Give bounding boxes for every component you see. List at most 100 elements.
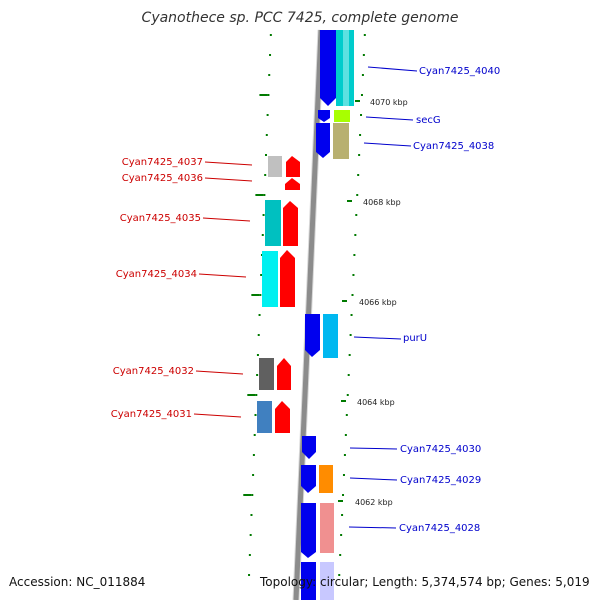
scale-tick (339, 554, 342, 556)
scale-tick (259, 94, 268, 96)
scale-tick (360, 114, 363, 116)
leader-line (349, 477, 398, 481)
gene-box-4031[interactable] (257, 401, 272, 433)
scale-tick (260, 274, 263, 276)
scale-tick (264, 174, 267, 176)
scale-tick (263, 194, 266, 196)
gene-arrow-4029[interactable] (301, 465, 316, 493)
kbp-tick (355, 100, 360, 102)
gene-box-4038[interactable] (333, 123, 349, 159)
leader-line (195, 370, 244, 375)
scale-tick (350, 314, 353, 316)
scale-tick (358, 154, 361, 156)
kbp-label: 4070 kbp (370, 98, 408, 107)
scale-tick (264, 154, 267, 156)
scale-tick (255, 194, 264, 196)
gene-label-purU[interactable]: purU (403, 333, 427, 344)
kbp-tick (341, 400, 346, 402)
scale-tick (338, 574, 341, 576)
gene-label-4037[interactable]: Cyan7425_4037 (122, 157, 203, 168)
gene-label-4035[interactable]: Cyan7425_4035 (120, 213, 201, 224)
leader-line (349, 447, 398, 450)
scale-tick (248, 554, 251, 556)
scale-tick (361, 74, 364, 76)
scale-tick (352, 274, 355, 276)
gene-label-4038[interactable]: Cyan7425_4038 (413, 141, 494, 152)
scale-tick (355, 214, 358, 216)
gene-box-purU[interactable] (323, 314, 338, 358)
scale-tick (249, 534, 252, 536)
gene-label-4029[interactable]: Cyan7425_4029 (400, 475, 481, 486)
gene-arrow-secG[interactable] (318, 110, 330, 122)
scale-tick (251, 494, 254, 496)
kbp-tick (338, 500, 343, 502)
kbp-label: 4068 kbp (363, 198, 401, 207)
gene-label-secG[interactable]: secG (416, 115, 441, 126)
gene-box-secG[interactable] (334, 110, 350, 122)
scale-tick (254, 414, 257, 416)
scale-tick (346, 394, 349, 396)
gene-box-4028[interactable] (320, 503, 334, 553)
leader-line (193, 413, 242, 418)
leader-line (365, 116, 414, 121)
gene-label-4034[interactable]: Cyan7425_4034 (116, 269, 197, 280)
scale-tick (348, 354, 351, 356)
gene-label-4040[interactable]: Cyan7425_4040 (419, 66, 500, 77)
scale-tick (250, 514, 253, 516)
gene-arrow-bottom[interactable] (301, 562, 316, 600)
leader-line (198, 273, 247, 278)
scale-tick (351, 294, 354, 296)
scale-ticks (243, 34, 366, 576)
scale-tick (363, 34, 366, 36)
scale-tick (359, 134, 362, 136)
scale-tick (347, 374, 350, 376)
gene-arrow-purU[interactable] (305, 314, 320, 357)
gene-arrow-4036[interactable] (285, 178, 300, 190)
scale-tick (354, 234, 357, 236)
scale-tick (261, 234, 264, 236)
gene-arrow-4034[interactable] (280, 250, 295, 307)
leader-line (204, 161, 253, 166)
scale-tick (243, 494, 252, 496)
gene-label-4030[interactable]: Cyan7425_4030 (400, 444, 481, 455)
scale-tick (349, 334, 352, 336)
gene-label-4036[interactable]: Cyan7425_4036 (122, 173, 203, 184)
gene-label-4028[interactable]: Cyan7425_4028 (399, 523, 480, 534)
scale-tick (345, 414, 348, 416)
leader-line (353, 336, 402, 340)
gene-box-4032[interactable] (259, 358, 274, 390)
scale-tick (266, 114, 269, 116)
gene-box-4037[interactable] (268, 156, 282, 177)
topology-text: Topology: circular; Length: 5,374,574 bp… (260, 575, 590, 589)
scale-tick (248, 574, 251, 576)
gene-box-4029[interactable] (319, 465, 333, 493)
scale-tick (344, 434, 347, 436)
kbp-tick (347, 200, 352, 202)
scale-tick (262, 214, 265, 216)
kbp-tick (342, 300, 347, 302)
scale-tick (247, 394, 256, 396)
gene-arrow-4031[interactable] (275, 401, 290, 433)
scale-tick (360, 94, 363, 96)
scale-tick (343, 454, 346, 456)
gene-arrow-4030[interactable] (302, 436, 316, 459)
scale-tick (267, 94, 270, 96)
gene-arrow-4040[interactable] (320, 30, 336, 106)
gene-arrow-4037[interactable] (286, 156, 300, 177)
gene-arrow-4032[interactable] (277, 358, 291, 390)
leader-line (348, 526, 397, 529)
gene-box-4035[interactable] (265, 200, 281, 246)
scale-tick (259, 294, 262, 296)
gene-label-4032[interactable]: Cyan7425_4032 (113, 366, 194, 377)
gene-box-4034[interactable] (262, 251, 278, 307)
leader-line (204, 177, 253, 182)
scale-tick (252, 454, 255, 456)
scale-tick (342, 474, 345, 476)
gene-label-4031[interactable]: Cyan7425_4031 (111, 409, 192, 420)
scale-tick (357, 174, 360, 176)
gene-box-bottom[interactable] (320, 562, 334, 600)
gene-arrow-4028[interactable] (301, 503, 316, 558)
gene-arrow-4038[interactable] (316, 123, 330, 158)
gene-arrow-4035[interactable] (283, 201, 298, 246)
